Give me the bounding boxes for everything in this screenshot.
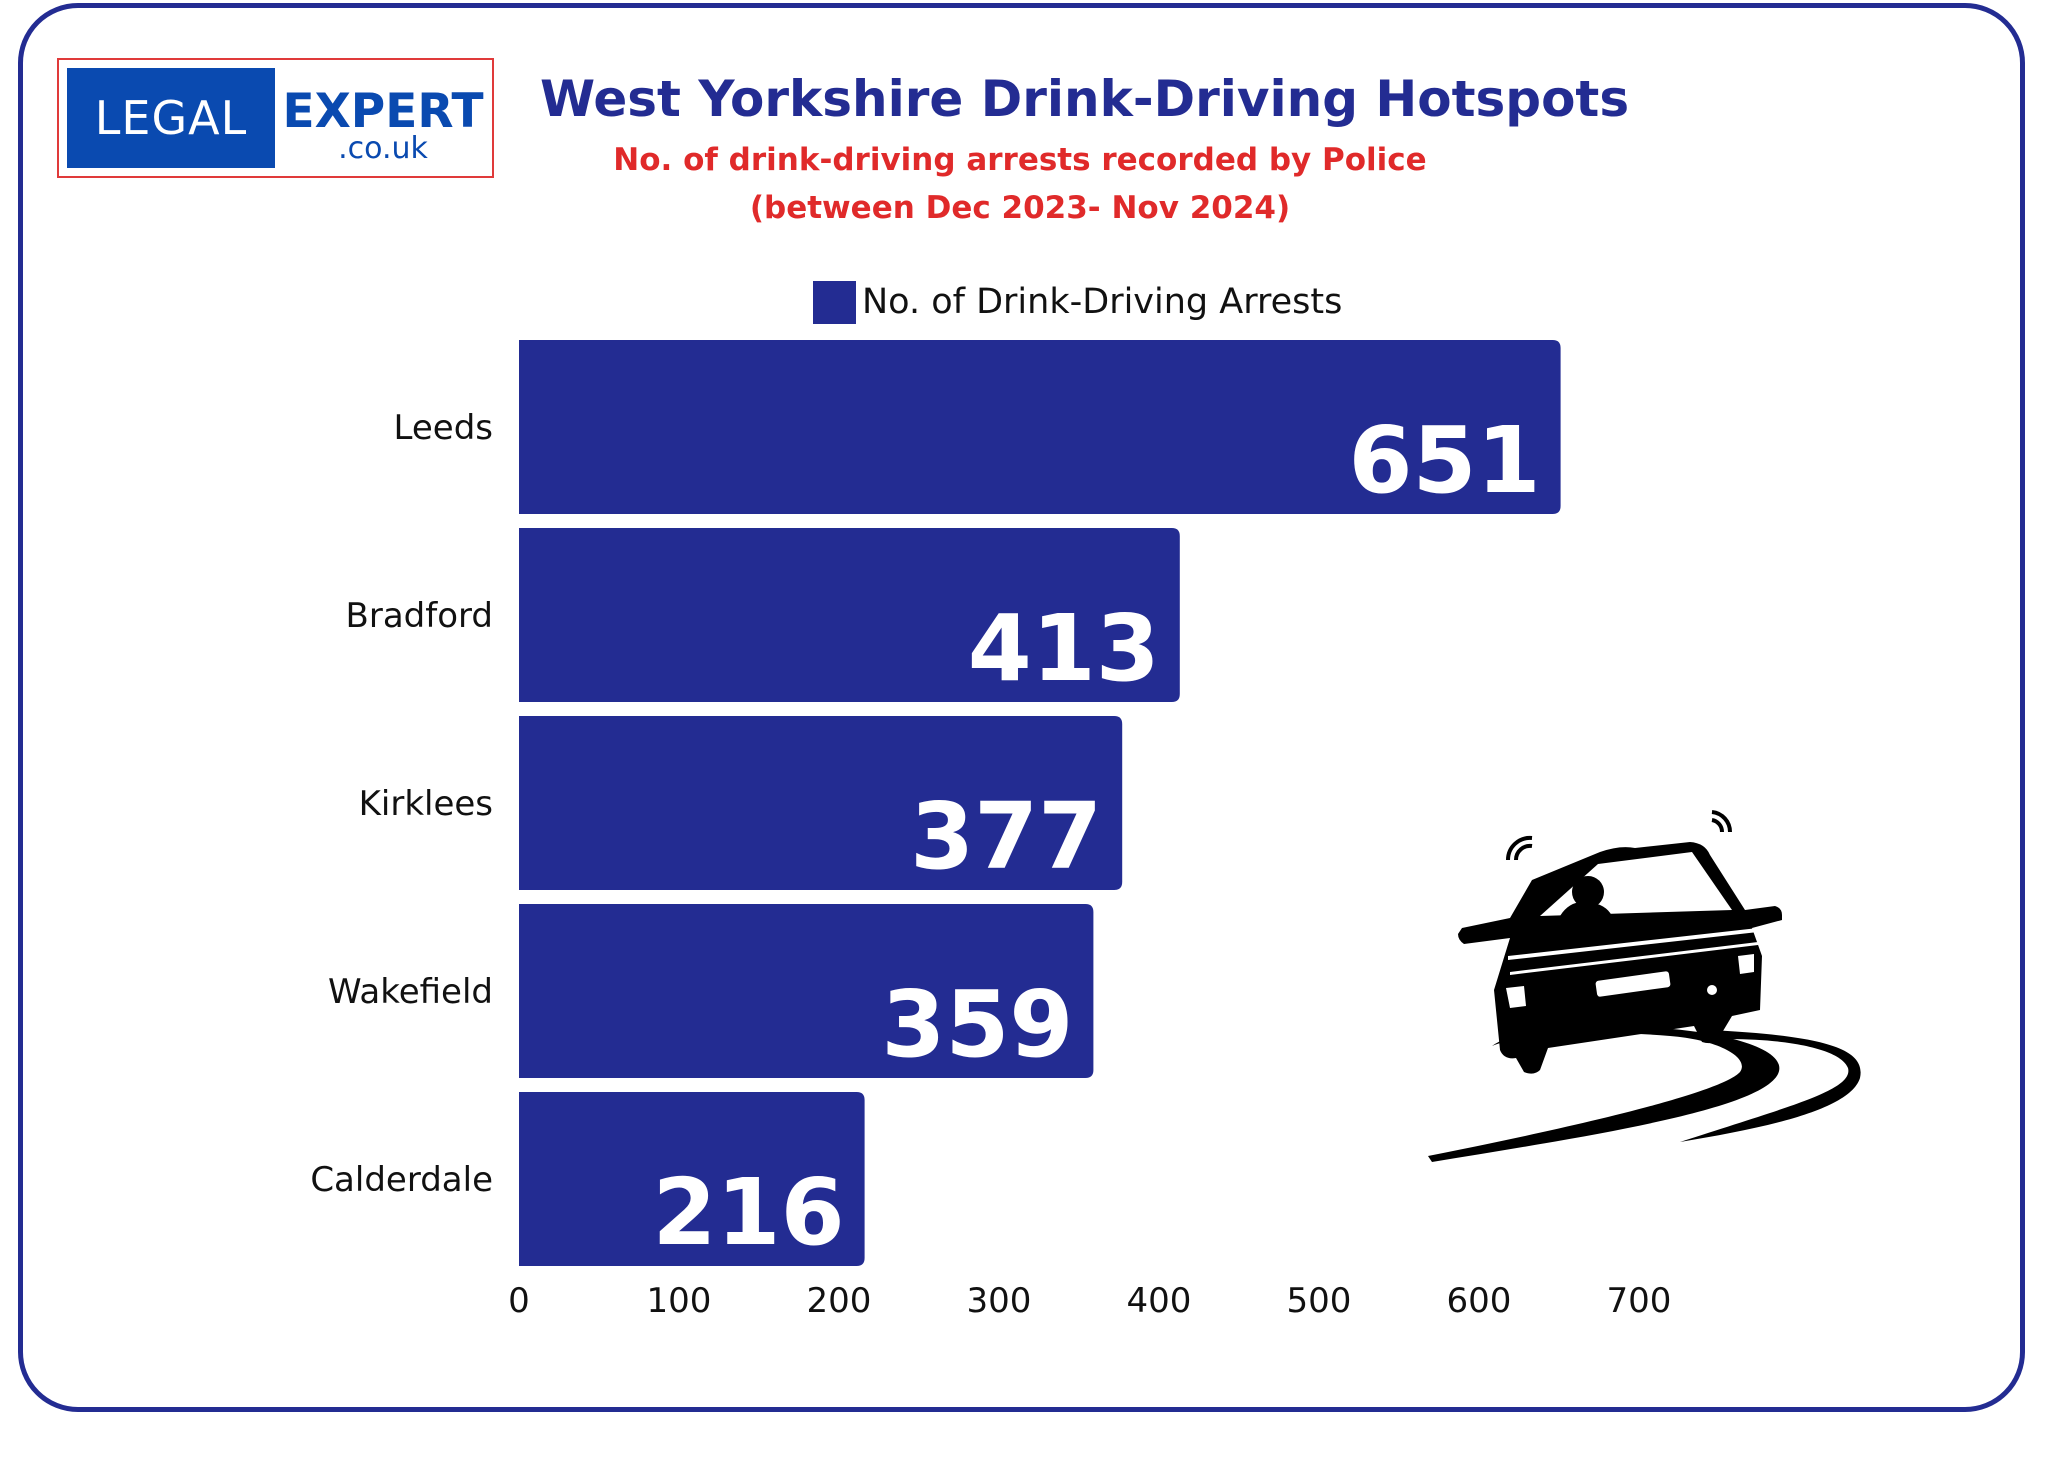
category-label-wakefield: Wakefield (328, 972, 493, 1012)
bar-calderdale (519, 1092, 865, 1266)
bar-wakefield (519, 904, 1094, 1078)
chart-subtitle-line-1: No. of drink-driving arrests recorded by… (613, 142, 1427, 178)
data-label-leeds: 651 (1349, 407, 1541, 514)
x-tick-label-300: 300 (967, 1281, 1032, 1321)
bar-kirklees (519, 716, 1123, 890)
x-tick-label-400: 400 (1127, 1281, 1192, 1321)
category-label-calderdale: Calderdale (310, 1160, 493, 1200)
chart-subtitle-line-2: (between Dec 2023- Nov 2024) (749, 190, 1291, 226)
x-tick-label-100: 100 (647, 1281, 712, 1321)
category-label-leeds: Leeds (394, 408, 493, 448)
x-tick-label-500: 500 (1287, 1281, 1352, 1321)
bar-bradford (519, 528, 1180, 702)
category-label-bradford: Bradford (346, 596, 493, 636)
category-label-kirklees: Kirklees (359, 784, 493, 824)
chart-legend: No. of Drink-Driving Arrests (813, 280, 1342, 324)
x-tick-label-700: 700 (1607, 1281, 1672, 1321)
card-frame (18, 3, 2025, 1412)
x-tick-label-200: 200 (807, 1281, 872, 1321)
legal-expert-logo: LEGAL EXPERT .co.uk (57, 58, 494, 178)
legend-label: No. of Drink-Driving Arrests (862, 282, 1343, 322)
data-label-calderdale: 216 (653, 1159, 845, 1266)
data-label-wakefield: 359 (881, 971, 1073, 1078)
logo-legal-text: LEGAL (94, 91, 248, 145)
chart-title: West Yorkshire Drink-Driving Hotspots (540, 70, 1630, 128)
x-tick-label-0: 0 (508, 1281, 530, 1321)
swerving-car-icon (1428, 810, 1861, 1162)
x-tick-label-600: 600 (1447, 1281, 1512, 1321)
data-label-bradford: 413 (968, 595, 1160, 702)
bar-leeds (519, 340, 1561, 514)
data-label-kirklees: 377 (910, 783, 1102, 890)
logo-legal-block: LEGAL (67, 68, 275, 168)
logo-domain-text: .co.uk (338, 131, 428, 166)
logo-expert-text: EXPERT (282, 84, 484, 139)
legend-swatch (813, 280, 856, 324)
